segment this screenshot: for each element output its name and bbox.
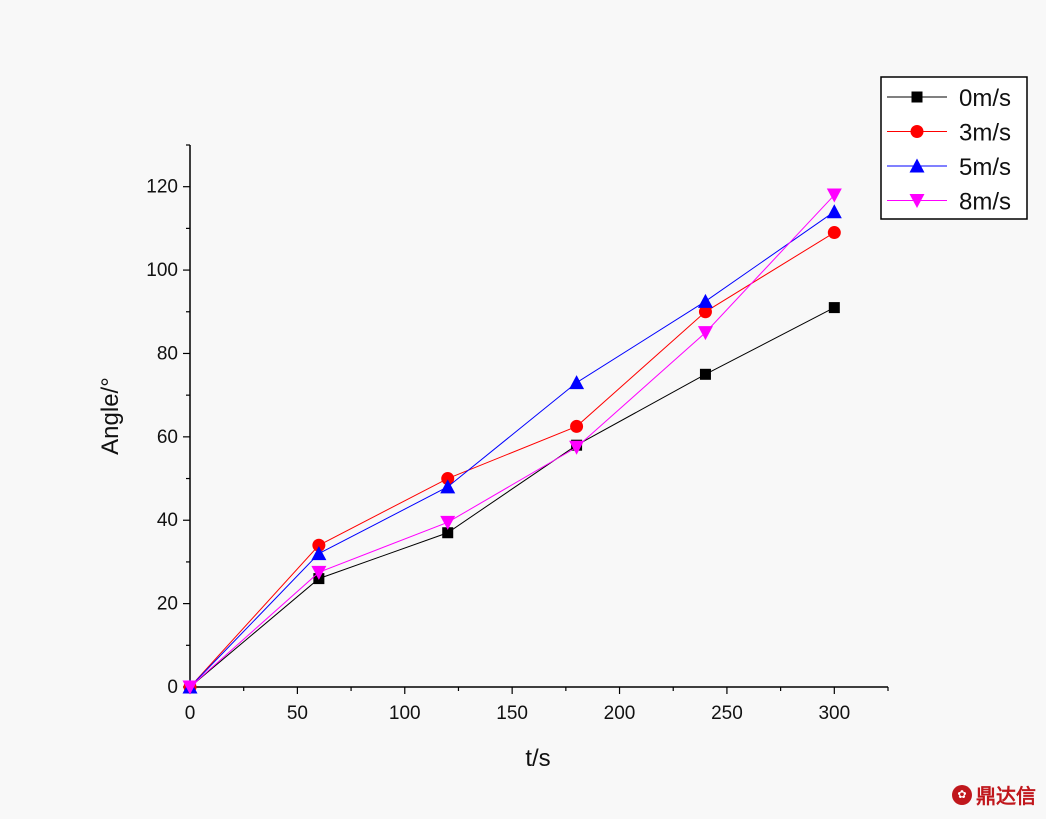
y-tick-label: 0 — [167, 677, 178, 698]
legend-marker — [909, 194, 925, 208]
y-tick-label: 20 — [157, 594, 178, 615]
legend-label: 0m/s — [959, 85, 1011, 112]
legend: 0m/s 3m/s 5m/s 8m/s — [880, 76, 1028, 220]
series-line — [189, 194, 835, 688]
data-point — [440, 479, 456, 494]
y-tick-label: 40 — [157, 510, 178, 531]
x-axis-title: t/s — [525, 745, 550, 772]
legend-label: 8m/s — [959, 189, 1011, 216]
series-3 — [182, 188, 842, 695]
y-tick-label: 80 — [157, 343, 178, 364]
logo-icon: ✿ — [952, 784, 972, 805]
series-0 — [184, 302, 840, 693]
data-point — [311, 546, 327, 561]
legend-marker — [910, 125, 924, 138]
y-tick-label: 100 — [146, 260, 178, 281]
data-point — [827, 226, 841, 240]
series-line — [189, 211, 835, 688]
legend-label: 3m/s — [959, 120, 1011, 147]
data-point — [826, 188, 842, 203]
data-point — [311, 565, 327, 580]
y-axis-title: Angle/° — [97, 377, 124, 455]
series-layer — [182, 188, 842, 695]
data-point — [570, 419, 584, 433]
data-point — [441, 472, 455, 486]
x-tick-label: 0 — [185, 703, 196, 724]
x-tick-label: 250 — [711, 703, 743, 724]
legend-box — [880, 76, 1028, 220]
series-2 — [182, 204, 842, 694]
x-tick-label: 150 — [496, 703, 528, 724]
series-line — [189, 232, 835, 688]
x-tick-label: 100 — [389, 703, 421, 724]
legend-label: 5m/s — [959, 154, 1011, 181]
y-tick-label: 120 — [146, 177, 178, 198]
watermark-text: 鼎达信 — [976, 784, 1036, 808]
data-point — [699, 368, 711, 380]
legend-marker — [909, 158, 925, 173]
data-point — [569, 440, 585, 455]
data-point — [182, 680, 198, 695]
series-1 — [183, 226, 841, 694]
legend-marker — [911, 91, 923, 103]
y-tick-label: 60 — [157, 427, 178, 448]
data-point — [826, 204, 842, 219]
series-line — [189, 307, 835, 688]
x-tick-label: 50 — [287, 703, 308, 724]
data-point — [569, 375, 585, 390]
data-point — [697, 293, 713, 308]
watermark: ✿ 鼎达信 — [952, 780, 1036, 809]
data-point — [697, 326, 713, 341]
data-point — [442, 527, 454, 539]
x-tick-label: 200 — [604, 703, 636, 724]
x-tick-label: 300 — [818, 703, 850, 724]
data-point — [698, 305, 712, 319]
data-point — [312, 538, 326, 552]
data-point — [828, 302, 840, 314]
data-point — [440, 515, 456, 530]
axes: 0 20 40 60 80 100 120 0 50 100 150 200 250 300 — [146, 144, 889, 724]
